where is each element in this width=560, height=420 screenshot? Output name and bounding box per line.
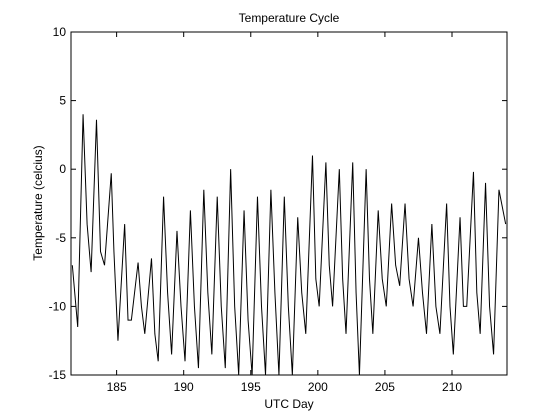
data-line bbox=[71, 114, 507, 375]
x-tick-label: 190 bbox=[174, 380, 194, 394]
y-tick-label: -15 bbox=[49, 368, 67, 382]
chart-title: Temperature Cycle bbox=[239, 11, 340, 25]
x-tick-label: 205 bbox=[375, 380, 395, 394]
y-tick-label: -5 bbox=[55, 231, 66, 245]
y-tick-label: 10 bbox=[53, 25, 67, 39]
x-tick-label: 200 bbox=[308, 380, 328, 394]
x-tick-label: 185 bbox=[107, 380, 127, 394]
y-tick-label: -10 bbox=[49, 299, 67, 313]
y-tick-label: 5 bbox=[59, 94, 66, 108]
x-tick-label: 210 bbox=[442, 380, 462, 394]
x-tick-label: 195 bbox=[241, 380, 261, 394]
axes-box bbox=[70, 31, 508, 376]
x-axis-label: UTC Day bbox=[264, 397, 313, 411]
y-axis-label: Temperature (celcius) bbox=[31, 145, 45, 260]
y-tick-label: 0 bbox=[59, 162, 66, 176]
